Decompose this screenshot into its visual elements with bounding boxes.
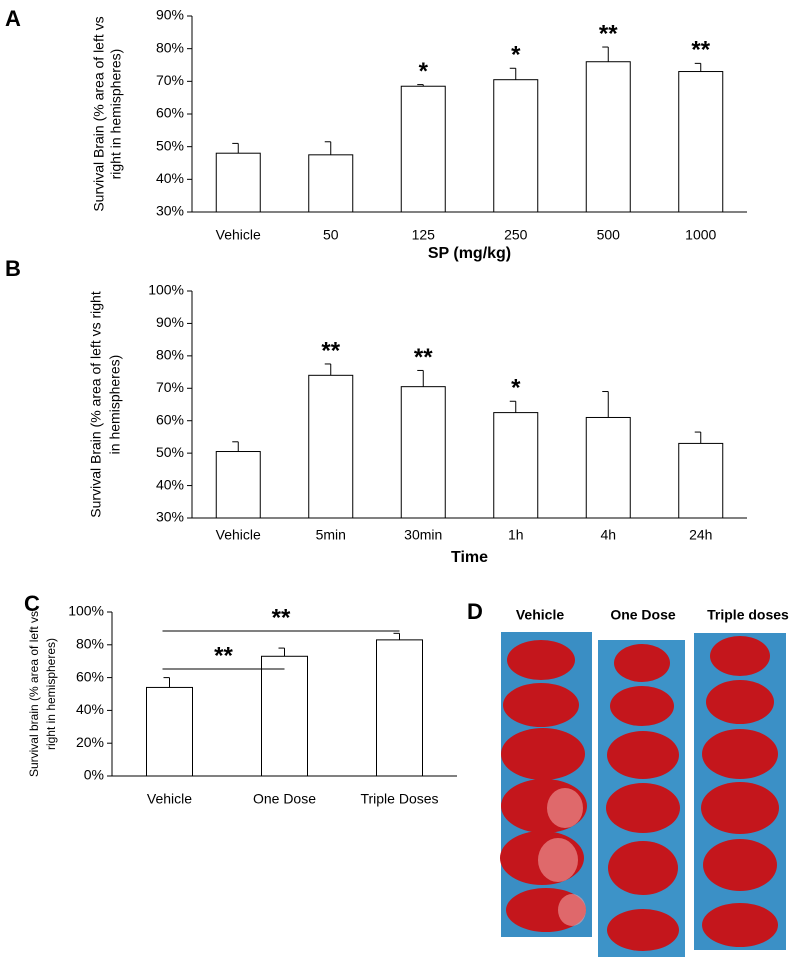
y-tick-label: 80% xyxy=(156,347,184,363)
y-tick-label: 70% xyxy=(156,379,184,395)
y-tick-label: 30% xyxy=(156,203,184,219)
bar xyxy=(215,152,261,213)
x-tick-label: 500 xyxy=(597,227,621,243)
x-tick-label: 4h xyxy=(600,527,616,543)
x-tick-label: 24h xyxy=(689,527,712,543)
y-axis-title: Survival brain (% area of left vs xyxy=(27,611,41,777)
y-tick-label: 50% xyxy=(156,137,184,153)
panel-label: B xyxy=(5,256,21,281)
significance: ** xyxy=(272,604,291,631)
panel-label: C xyxy=(24,591,40,616)
y-tick-label: 0% xyxy=(84,767,104,783)
bar xyxy=(678,71,724,213)
bar xyxy=(400,386,446,519)
y-tick-label: 40% xyxy=(156,476,184,492)
y-tick-label: 80% xyxy=(156,39,184,55)
y-axis-title: Survival Brain (% area of left vs right xyxy=(88,291,104,518)
y-axis-title: Survival Brain (% area of left vs xyxy=(91,16,107,211)
column-label: Triple doses xyxy=(707,607,789,623)
y-tick-label: 70% xyxy=(156,72,184,88)
significance: ** xyxy=(599,20,618,47)
y-axis-title: right in hemispheres) xyxy=(108,49,124,180)
x-tick-label: 1h xyxy=(508,527,524,543)
bar xyxy=(308,154,354,213)
y-tick-label: 100% xyxy=(68,603,104,619)
bar xyxy=(146,686,193,777)
bar xyxy=(493,412,539,519)
significance: * xyxy=(511,42,521,69)
bar xyxy=(376,639,423,777)
y-tick-label: 20% xyxy=(76,734,104,750)
x-tick-label: 50 xyxy=(323,227,339,243)
significance: ** xyxy=(321,337,340,364)
y-tick-label: 60% xyxy=(156,105,184,121)
y-tick-label: 40% xyxy=(76,701,104,717)
y-tick-label: 90% xyxy=(156,7,184,23)
x-tick-label: 30min xyxy=(404,527,442,543)
column-label: One Dose xyxy=(610,607,676,623)
bar xyxy=(678,442,724,519)
significance: ** xyxy=(691,37,710,64)
bar xyxy=(215,451,261,519)
bar xyxy=(261,655,308,777)
x-tick-label: 1000 xyxy=(685,227,716,243)
significance: ** xyxy=(214,642,233,669)
y-tick-label: 80% xyxy=(76,636,104,652)
x-axis-title: SP (mg/kg) xyxy=(428,245,511,262)
y-tick-label: 90% xyxy=(156,314,184,330)
bar xyxy=(585,61,631,213)
x-axis-title: Time xyxy=(451,549,488,566)
x-tick-label: One Dose xyxy=(253,791,316,807)
y-tick-label: 60% xyxy=(156,411,184,427)
bar xyxy=(400,85,446,213)
significance: * xyxy=(511,375,521,402)
x-tick-label: Vehicle xyxy=(216,227,261,243)
significance: * xyxy=(419,58,429,85)
x-tick-label: Vehicle xyxy=(147,791,192,807)
significance: ** xyxy=(414,344,433,371)
x-tick-label: 5min xyxy=(316,527,346,543)
y-tick-label: 40% xyxy=(156,170,184,186)
y-tick-label: 30% xyxy=(156,509,184,525)
y-axis-title: right in hemispheres) xyxy=(44,638,58,750)
bar xyxy=(493,79,539,213)
x-tick-label: 125 xyxy=(412,227,436,243)
x-tick-label: Vehicle xyxy=(216,527,261,543)
x-tick-label: 250 xyxy=(504,227,528,243)
brain-photos xyxy=(500,632,786,957)
bar xyxy=(585,416,631,519)
panel-label: D xyxy=(467,599,483,624)
y-tick-label: 100% xyxy=(148,282,184,298)
y-axis-title: in hemispheres) xyxy=(107,355,123,455)
panel-label: A xyxy=(5,6,21,31)
y-tick-label: 50% xyxy=(156,444,184,460)
y-tick-label: 60% xyxy=(76,668,104,684)
x-tick-label: Triple Doses xyxy=(360,791,438,807)
column-label: Vehicle xyxy=(516,607,564,623)
bar xyxy=(308,374,354,519)
